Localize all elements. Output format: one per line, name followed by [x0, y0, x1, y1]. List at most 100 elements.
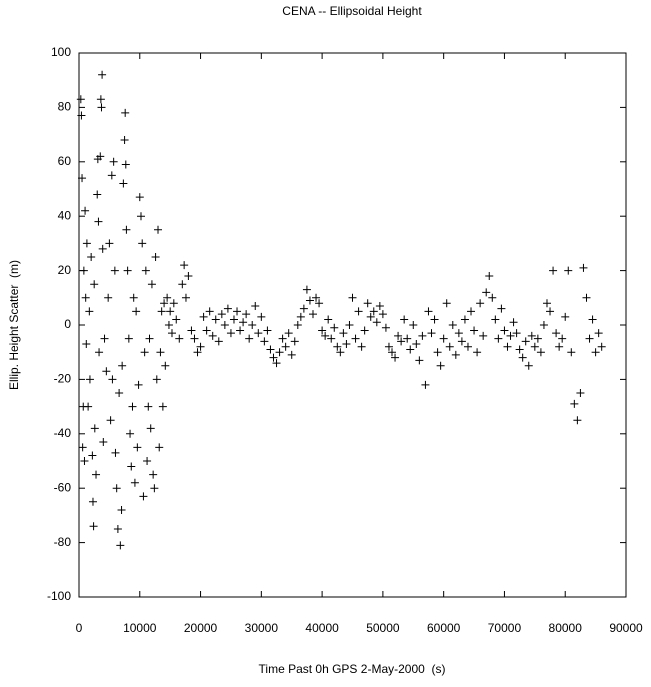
- point: [136, 212, 145, 221]
- point: [412, 340, 421, 349]
- point: [239, 318, 248, 327]
- point: [128, 402, 137, 411]
- point: [172, 315, 181, 324]
- point: [184, 272, 193, 281]
- point: [181, 293, 190, 302]
- point: [199, 312, 208, 321]
- point: [342, 340, 351, 349]
- point: [135, 193, 144, 202]
- point: [579, 263, 588, 272]
- x-tick-label: 10000: [123, 621, 157, 635]
- point: [460, 315, 469, 324]
- y-tick-label: 40: [58, 208, 72, 222]
- point: [122, 225, 131, 234]
- point: [98, 70, 107, 79]
- point: [397, 337, 406, 346]
- point: [512, 329, 521, 338]
- point: [236, 326, 245, 335]
- y-tick-label: -40: [54, 426, 72, 440]
- point: [96, 152, 105, 161]
- y-tick-label: 0: [64, 317, 71, 331]
- point: [87, 253, 96, 261]
- point: [542, 299, 551, 308]
- point: [576, 389, 585, 397]
- point: [263, 326, 272, 335]
- point: [299, 304, 308, 313]
- point: [597, 342, 606, 351]
- point: [448, 321, 457, 329]
- point: [546, 307, 555, 316]
- point: [518, 353, 527, 362]
- point: [112, 484, 121, 493]
- point: [318, 326, 327, 335]
- point: [78, 174, 87, 183]
- point: [388, 348, 397, 357]
- point: [305, 296, 314, 305]
- point: [585, 334, 594, 343]
- point: [85, 307, 94, 316]
- point: [418, 331, 427, 340]
- point: [497, 304, 506, 313]
- point: [381, 323, 390, 332]
- point: [115, 389, 124, 397]
- y-tick-label: -80: [54, 535, 72, 549]
- point: [196, 342, 205, 351]
- point: [251, 301, 260, 310]
- point: [494, 334, 503, 343]
- point: [281, 342, 290, 351]
- point: [97, 103, 106, 112]
- point: [427, 329, 436, 338]
- point: [161, 361, 170, 370]
- point: [366, 312, 375, 321]
- point: [117, 505, 126, 514]
- point: [146, 424, 155, 433]
- point: [539, 321, 548, 329]
- point: [357, 342, 366, 351]
- point: [123, 266, 132, 275]
- point: [372, 318, 381, 327]
- point: [190, 334, 199, 343]
- point: [415, 356, 424, 365]
- point: [141, 266, 150, 275]
- point: [132, 307, 141, 316]
- point: [500, 326, 509, 335]
- point: [156, 348, 165, 357]
- x-tick-label: 70000: [488, 621, 522, 635]
- point: [284, 329, 293, 338]
- point: [88, 451, 97, 460]
- point: [193, 348, 202, 357]
- x-tick-label: 20000: [184, 621, 218, 635]
- point: [121, 160, 130, 169]
- point: [409, 321, 418, 329]
- point: [524, 361, 533, 370]
- point: [363, 299, 372, 308]
- point: [160, 299, 169, 308]
- point: [248, 321, 257, 329]
- x-tick-label: 90000: [609, 621, 643, 635]
- point: [339, 329, 348, 338]
- point: [354, 307, 363, 316]
- point: [521, 337, 530, 346]
- point: [77, 111, 86, 120]
- point: [118, 361, 127, 370]
- point: [445, 342, 454, 351]
- point: [149, 470, 158, 479]
- y-tick-label: -20: [54, 372, 72, 386]
- point: [138, 239, 147, 248]
- point: [223, 304, 232, 313]
- point: [157, 307, 166, 316]
- point: [124, 334, 133, 343]
- point: [509, 318, 518, 327]
- point: [384, 342, 393, 351]
- point: [567, 348, 576, 357]
- point: [573, 416, 582, 425]
- point: [436, 361, 445, 370]
- point: [488, 293, 497, 302]
- y-tick-label: -60: [54, 480, 72, 494]
- y-tick-label: 20: [58, 263, 72, 277]
- point: [169, 299, 178, 308]
- point: [561, 312, 570, 321]
- point: [92, 470, 101, 479]
- y-axis-label: Ellip. Height Scatter (m): [7, 260, 21, 390]
